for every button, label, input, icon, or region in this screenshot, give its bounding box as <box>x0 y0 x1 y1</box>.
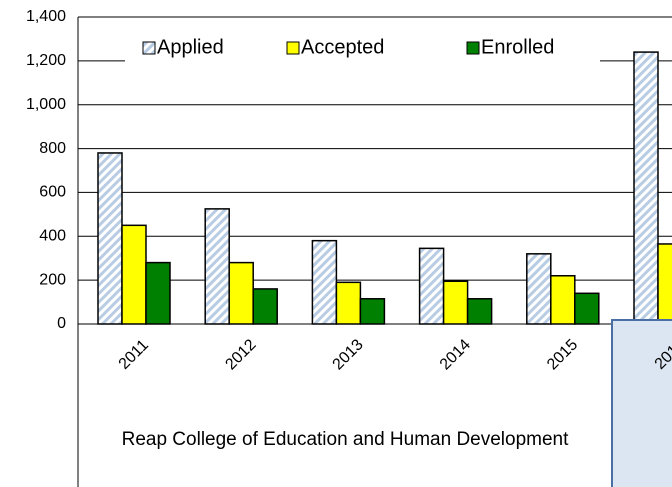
bar <box>550 275 576 325</box>
y-tick-label: 1,200 <box>26 52 66 69</box>
selection-box <box>611 319 672 487</box>
bar <box>442 280 469 325</box>
y-tick-label: 1,400 <box>26 8 66 25</box>
legend-box <box>125 28 600 72</box>
legend-swatch <box>466 41 480 55</box>
bar <box>121 224 147 325</box>
legend-label: Accepted <box>301 36 384 58</box>
y-tick-label: 600 <box>39 184 66 201</box>
y-tick-label: 1,000 <box>26 96 66 113</box>
bar <box>574 292 600 325</box>
x-tick-label: 2013 <box>330 336 367 373</box>
bar <box>311 239 338 325</box>
bar <box>335 281 362 325</box>
y-tick-label: 800 <box>39 140 66 157</box>
bar <box>145 261 171 325</box>
bar <box>418 247 445 325</box>
bar <box>526 253 552 325</box>
legend-swatch <box>286 41 300 55</box>
x-tick-label: 2012 <box>222 336 259 373</box>
bar <box>228 261 254 325</box>
y-tick-label: 200 <box>39 271 66 288</box>
x-tick-label: 2015 <box>544 336 581 373</box>
bar <box>252 288 278 325</box>
bar <box>359 298 386 325</box>
x-tick-label: 2014 <box>437 336 474 373</box>
legend-label: Applied <box>157 36 224 58</box>
bar <box>97 152 123 325</box>
bar <box>657 243 672 325</box>
legend-label: Enrolled <box>481 36 554 58</box>
legend-swatch <box>142 41 156 55</box>
x-tick-label: 2011 <box>116 337 152 373</box>
y-tick-label: 400 <box>39 228 66 245</box>
bar <box>466 298 493 325</box>
group-label: Reap College of Education and Human Deve… <box>121 429 569 450</box>
bar <box>633 51 659 325</box>
bar <box>204 208 230 325</box>
y-tick-label: 0 <box>57 315 66 332</box>
